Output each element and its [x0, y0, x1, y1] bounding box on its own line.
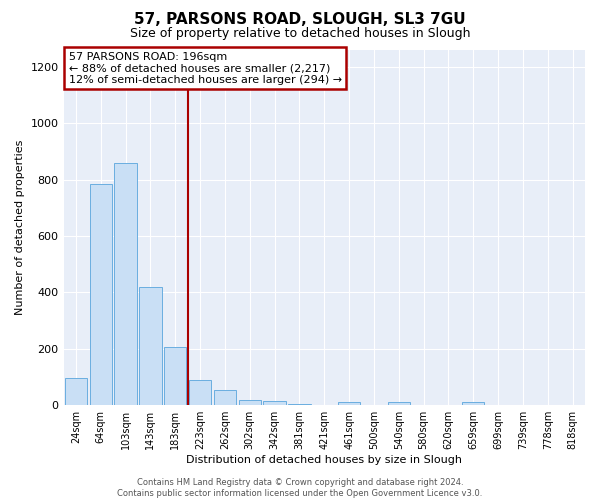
Bar: [239, 400, 261, 405]
Bar: [288, 404, 311, 405]
Bar: [65, 378, 87, 405]
Bar: [214, 390, 236, 405]
Bar: [139, 287, 161, 405]
Text: Size of property relative to detached houses in Slough: Size of property relative to detached ho…: [130, 28, 470, 40]
Bar: [388, 402, 410, 405]
Bar: [263, 401, 286, 405]
X-axis label: Distribution of detached houses by size in Slough: Distribution of detached houses by size …: [186, 455, 462, 465]
Y-axis label: Number of detached properties: Number of detached properties: [15, 140, 25, 316]
Bar: [462, 402, 484, 405]
Bar: [115, 163, 137, 405]
Bar: [89, 184, 112, 405]
Text: Contains HM Land Registry data © Crown copyright and database right 2024.
Contai: Contains HM Land Registry data © Crown c…: [118, 478, 482, 498]
Text: 57, PARSONS ROAD, SLOUGH, SL3 7GU: 57, PARSONS ROAD, SLOUGH, SL3 7GU: [134, 12, 466, 28]
Bar: [164, 348, 187, 405]
Bar: [189, 380, 211, 405]
Text: 57 PARSONS ROAD: 196sqm
← 88% of detached houses are smaller (2,217)
12% of semi: 57 PARSONS ROAD: 196sqm ← 88% of detache…: [69, 52, 342, 85]
Bar: [338, 402, 360, 405]
